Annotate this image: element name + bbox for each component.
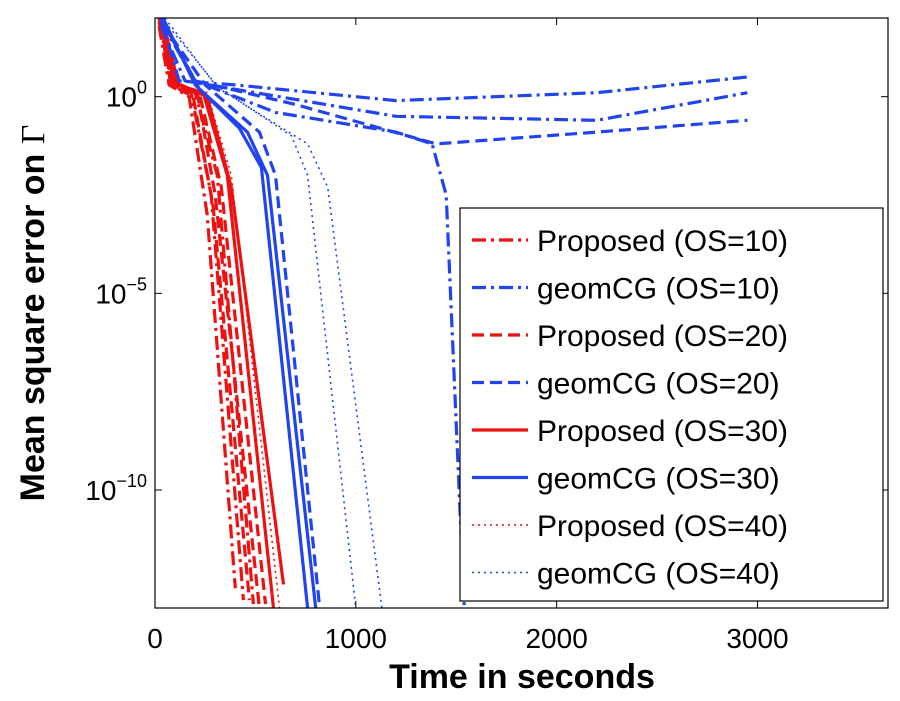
legend-label-6: geomCG (OS=30) (537, 463, 780, 496)
legend-label-3: Proposed (OS=20) (537, 320, 788, 353)
x-tick-label: 0 (147, 623, 163, 654)
series-layer (157, 18, 748, 608)
legend-label-4: geomCG (OS=20) (537, 368, 780, 401)
x-axis-title: Time in seconds (389, 658, 655, 696)
x-axis: 0 1000 2000 3000 (147, 18, 789, 654)
y-axis-title-text: Mean square error on (14, 144, 52, 501)
y-tick-label: 100 (106, 78, 147, 113)
x-tick-label: 1000 (325, 623, 387, 654)
legend-label-2: geomCG (OS=10) (537, 273, 780, 306)
y-tick-label: 10−10 (85, 471, 147, 506)
y-axis-title-symbol: Γ (15, 125, 52, 145)
x-tick-label: 2000 (525, 623, 587, 654)
legend-label-5: Proposed (OS=30) (537, 415, 788, 448)
legend-label-8: geomCG (OS=40) (537, 558, 780, 591)
y-tick-label: 10−5 (95, 274, 147, 309)
series-line-17 (164, 18, 357, 608)
series-line-2 (157, 25, 237, 589)
legend-label-7: Proposed (OS=40) (537, 510, 788, 543)
series-line-11 (159, 25, 748, 122)
series-line-18 (164, 21, 383, 608)
series-line-9 (162, 18, 281, 608)
series-line-10 (159, 18, 748, 103)
legend-box (459, 207, 884, 602)
x-tick-label: 3000 (726, 623, 788, 654)
series-line-16 (161, 21, 318, 608)
y-axis-title: Mean square error on Γ (14, 125, 52, 502)
y-axis: 100 10−5 10−10 (85, 78, 888, 506)
plot-frame (154, 17, 889, 609)
legend: Proposed (OS=10) geomCG (OS=10) Proposed (… (459, 207, 884, 602)
legend-label-1: Proposed (OS=10) (537, 225, 788, 258)
series-line-6 (159, 25, 268, 605)
series-line-14 (159, 20, 322, 608)
series-line-5 (159, 21, 251, 601)
